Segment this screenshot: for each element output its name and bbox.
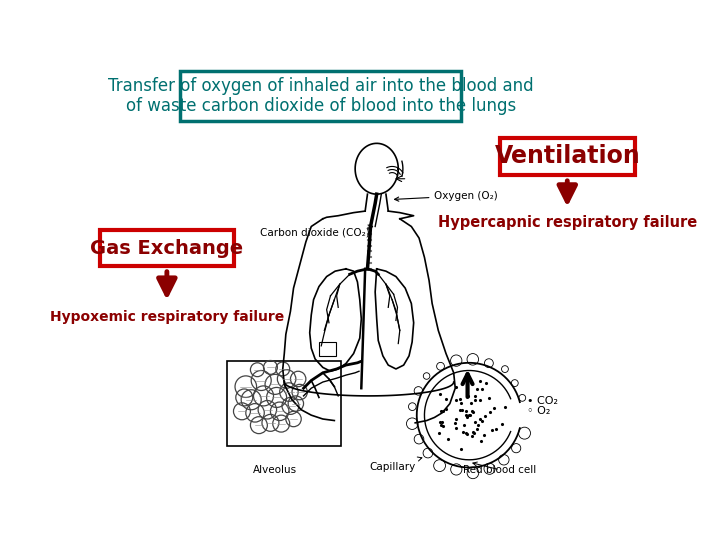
FancyBboxPatch shape	[227, 361, 341, 446]
Text: Hypoxemic respiratory failure: Hypoxemic respiratory failure	[50, 310, 284, 325]
Text: Ventilation: Ventilation	[495, 144, 640, 168]
Text: • CO₂: • CO₂	[527, 396, 558, 406]
FancyBboxPatch shape	[500, 138, 634, 175]
FancyBboxPatch shape	[99, 231, 234, 266]
Text: Oxygen (O₂): Oxygen (O₂)	[395, 191, 498, 201]
Text: Capillary: Capillary	[369, 457, 422, 472]
Text: Transfer of oxygen of inhaled air into the blood and
of waste carbon dioxide of : Transfer of oxygen of inhaled air into t…	[108, 77, 534, 116]
Text: Hypercapnic respiratory failure: Hypercapnic respiratory failure	[438, 215, 697, 230]
Text: Carbon dioxide (CO₂): Carbon dioxide (CO₂)	[260, 225, 373, 238]
Text: ◦ O₂: ◦ O₂	[527, 407, 550, 416]
FancyBboxPatch shape	[319, 342, 336, 356]
FancyBboxPatch shape	[180, 71, 462, 121]
Text: Alveolus: Alveolus	[253, 465, 297, 475]
Text: Gas Exchange: Gas Exchange	[90, 239, 243, 258]
Text: Red blood cell: Red blood cell	[463, 462, 536, 475]
